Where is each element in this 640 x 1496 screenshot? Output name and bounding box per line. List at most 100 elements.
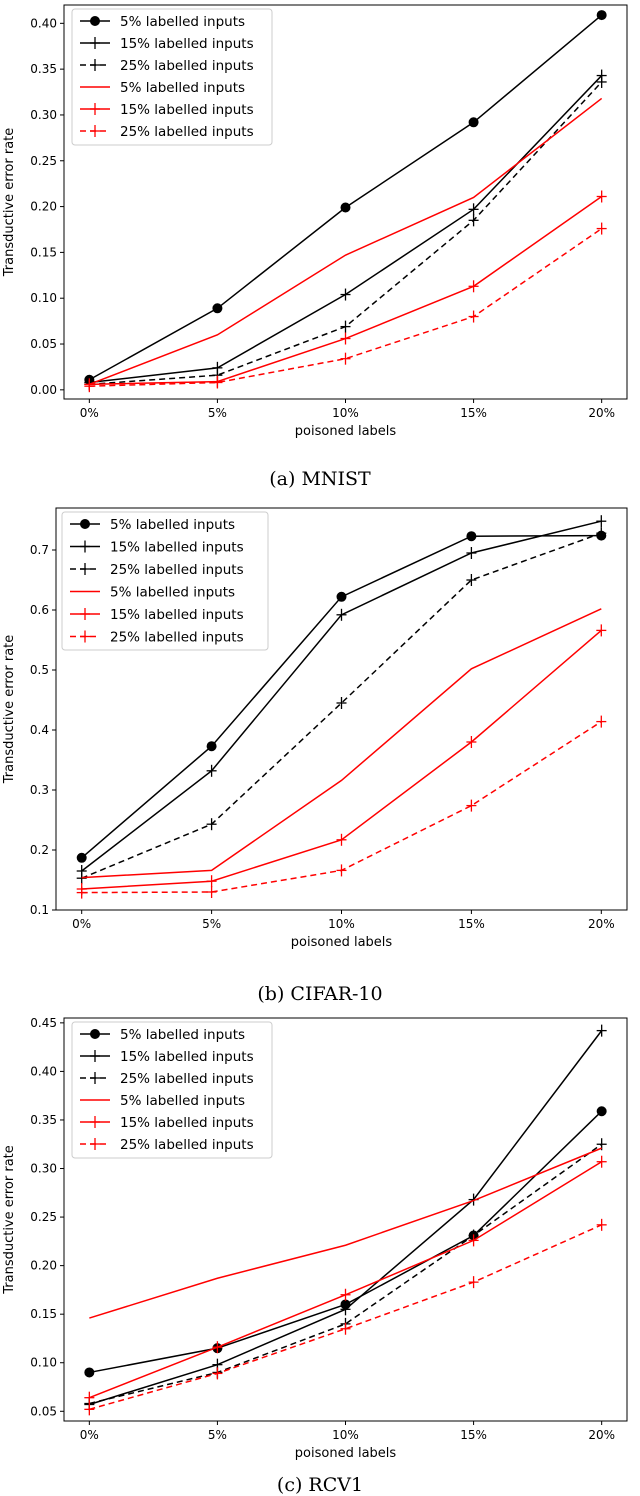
data-point — [596, 75, 607, 88]
x-tick-label: 20% — [588, 406, 615, 420]
y-tick-label: 0.25 — [30, 154, 57, 168]
data-point — [468, 280, 479, 293]
caption-mnist: (a) MNIST — [269, 468, 371, 490]
data-point — [336, 833, 347, 846]
x-tick-label: 5% — [202, 917, 221, 931]
y-axis-label: Transductive error rate — [2, 128, 17, 278]
data-point — [596, 515, 607, 528]
data-point — [596, 527, 607, 540]
y-tick-label: 0.45 — [30, 1016, 57, 1030]
legend-entry: 25% labelled inputs — [80, 1071, 254, 1087]
legend-label: 15% labelled inputs — [120, 36, 254, 52]
legend-label: 25% labelled inputs — [120, 124, 254, 140]
data-point — [340, 332, 351, 345]
legend-marker — [90, 1050, 100, 1062]
data-point — [76, 872, 87, 885]
data-point — [212, 376, 223, 389]
y-tick-label: 0.7 — [30, 543, 49, 557]
data-point — [206, 886, 217, 898]
series-line — [89, 1224, 602, 1411]
chart-panel-mnist: 0.00 0.05 0.10 0.15 0.20 0.25 0.30 0.35 0.40 0% 5%… — [0, 0, 640, 455]
data-point — [466, 547, 477, 559]
legend-box — [71, 1021, 273, 1159]
data-point — [336, 864, 347, 877]
data-point — [336, 697, 347, 709]
y-tick-label: 0.05 — [30, 1404, 57, 1418]
legend-label: 5% labelled inputs — [120, 1093, 245, 1109]
legend-box — [71, 8, 273, 146]
y-tick-label: 0.30 — [30, 1162, 57, 1176]
y-tick-label: 0.5 — [30, 663, 49, 677]
data-point — [76, 852, 87, 863]
y-tick-label: 0.20 — [30, 1259, 57, 1273]
x-tick-label: 0% — [80, 1428, 99, 1442]
legend-marker — [90, 1072, 100, 1084]
legend-marker — [90, 1138, 100, 1150]
x-tick-label: 20% — [588, 917, 615, 931]
chart-rcv1: 0.05 0.10 0.15 0.20 0.25 0.30 0.35 0.40 0.45 0% 5%… — [2, 1016, 628, 1461]
data-point — [596, 715, 607, 728]
chart-cifar10: 0.1 0.2 0.3 0.4 0.5 0.6 0.7 0% 5% 10% 15% 20% poison… — [2, 507, 628, 950]
series-1 — [76, 515, 607, 877]
data-point — [466, 736, 477, 748]
series-line — [89, 1147, 602, 1319]
y-tick-label: 0.05 — [30, 337, 57, 351]
legend-label: 25% labelled inputs — [110, 630, 244, 646]
series-line — [89, 227, 603, 387]
series-2 — [76, 527, 607, 885]
x-tick-label: 15% — [460, 1428, 487, 1442]
data-point — [468, 214, 479, 227]
legend-entry: 15% labelled inputs — [80, 36, 254, 52]
legend-entry: 15% labelled inputs — [80, 1049, 254, 1065]
x-tick-label: 0% — [80, 406, 99, 420]
y-tick-label: 0.40 — [30, 16, 57, 30]
legend-marker — [90, 59, 100, 71]
legend-label: 5% labelled inputs — [120, 80, 245, 96]
series-line — [81, 629, 602, 890]
legend-entry: 5% labelled inputs — [80, 1027, 245, 1043]
data-point — [468, 1276, 479, 1289]
y-tick-label: 0.15 — [30, 245, 57, 259]
data-point — [212, 1341, 223, 1354]
series-3 — [81, 608, 602, 879]
data-point — [596, 624, 607, 637]
legend-entry: 5% labelled inputs — [80, 80, 245, 96]
legend-entry: 25% labelled inputs — [70, 630, 244, 646]
data-point — [340, 1322, 351, 1335]
legend-label: 25% labelled inputs — [110, 562, 244, 578]
x-tick-label: 15% — [460, 406, 487, 420]
legend-marker — [90, 125, 100, 137]
legend-entry: 5% labelled inputs — [70, 517, 235, 533]
legend-label: 15% labelled inputs — [110, 540, 244, 556]
legend-label: 25% labelled inputs — [120, 1137, 254, 1153]
legend-label: 5% labelled inputs — [110, 517, 235, 533]
data-point — [596, 190, 607, 203]
legend-marker — [90, 1116, 100, 1128]
y-tick-label: 0.00 — [30, 383, 57, 397]
legend-marker — [80, 563, 90, 575]
legend-entry: 25% labelled inputs — [80, 58, 254, 74]
legend-entry: 25% labelled inputs — [80, 1137, 254, 1153]
data-point — [596, 1218, 607, 1231]
legend: 5% labelled inputs 15% labelled inputs 25%… — [71, 1021, 273, 1159]
caption-cifar10: (b) CIFAR-10 — [257, 983, 383, 1005]
series-5 — [76, 715, 607, 899]
y-tick-label: 0.10 — [30, 1356, 57, 1370]
data-point — [84, 1367, 95, 1378]
x-tick-label: 10% — [328, 917, 355, 931]
data-point — [336, 591, 347, 602]
legend-entry: 15% labelled inputs — [80, 102, 254, 118]
data-point — [84, 1403, 95, 1416]
data-point — [76, 886, 87, 899]
x-tick-label: 5% — [208, 1428, 227, 1442]
data-point — [466, 531, 477, 542]
x-tick-label: 20% — [588, 1428, 615, 1442]
legend-marker — [80, 519, 90, 529]
y-tick-label: 0.25 — [30, 1210, 57, 1224]
legend-label: 15% labelled inputs — [120, 102, 254, 118]
data-point — [596, 1106, 607, 1117]
series-line — [89, 1161, 603, 1399]
legend-label: 5% labelled inputs — [110, 585, 235, 601]
y-tick-label: 0.40 — [30, 1064, 57, 1078]
data-point — [468, 117, 479, 128]
